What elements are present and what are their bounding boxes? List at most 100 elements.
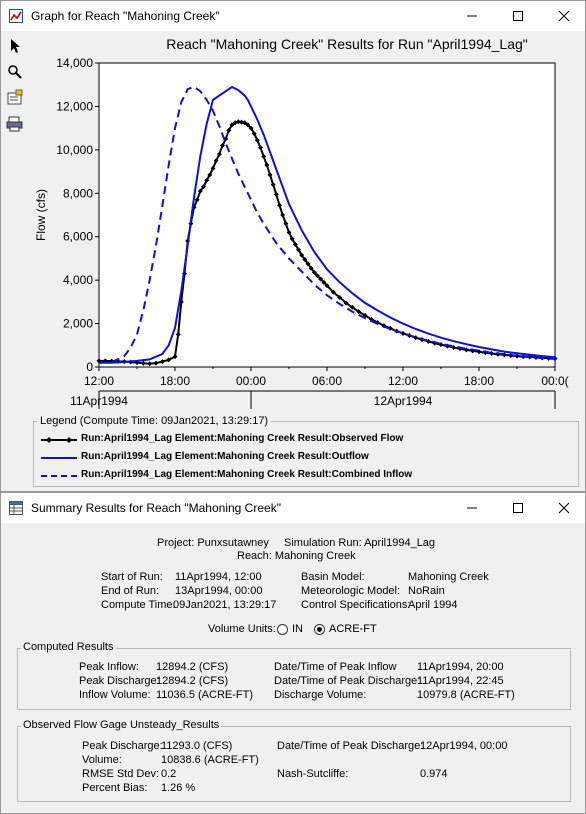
series-line-1 [99,85,556,364]
observed-flow-point [229,122,235,128]
observed-flow-point [207,172,213,178]
zoom-button[interactable] [6,63,24,81]
y-tick-label: 12,000 [56,99,93,113]
volume-units-in-radio[interactable] [277,624,288,635]
observed-flow-point [330,289,336,295]
observed-flow-point [273,191,279,197]
observed-flow-point [318,276,324,282]
observed-flow-point [210,165,216,171]
observed-results-group [17,726,571,802]
rmse-label: RMSE Std Dev: [82,768,160,780]
graph-app-icon [9,9,23,23]
observed-flow-point [239,119,244,125]
series-line-2 [98,85,556,364]
observed-flow-point [299,252,305,258]
observed-flow-point [194,197,200,203]
observed-flow-swatch [41,437,77,443]
obs-dt-peak-label: Date/Time of Peak Discharge: [277,740,424,752]
observed-flow-point [292,241,298,247]
observed-flow-point [261,153,267,159]
observed-flow-point [172,354,178,360]
summary-close-button[interactable] [541,493,586,523]
maximize-icon [513,11,523,21]
computed-results-title: Computed Results [21,641,116,653]
obs-dt-peak-value: 12Apr1994, 00:00 [420,740,508,752]
volume-units-acreft-label[interactable]: ACRE-FT [329,623,377,635]
minimize-button[interactable] [449,1,495,31]
observed-flow-point [308,265,314,271]
date-label: 11Apr1994 [70,394,128,408]
observed-flow-point [166,357,172,363]
volume-units-acreft-radio[interactable] [314,624,325,635]
volume-units-in-label[interactable]: IN [292,623,303,635]
y-tick-label: 4,000 [63,273,93,287]
end-of-run-label: End of Run: [101,585,160,597]
project-label: Project: Punxsutawney [157,537,269,549]
observed-flow-point [283,221,289,227]
plot-area [98,62,556,368]
y-tick-label: 8,000 [63,186,93,200]
observed-flow-point [220,143,225,149]
observed-flow-point [296,247,301,253]
graph-titlebar[interactable]: Graph for Reach "Mahoning Creek" [1,1,585,31]
y-tick-label: 6,000 [63,230,93,244]
y-tick-label: 2,000 [63,317,93,331]
obs-volume-label: Volume: [82,754,122,766]
observed-flow-point [451,344,457,350]
basin-model-label: Basin Model: [301,571,365,583]
legend-label-combined-inflow: Run:April1994_Lag Element:Mahoning Creek… [81,469,413,480]
close-button[interactable] [541,1,586,31]
summary-titlebar[interactable]: Summary Results for Reach "Mahoning Cree… [1,493,585,523]
observed-flow-point [258,145,263,151]
rmse-value: 0.2 [161,768,177,780]
met-model-label: Meteorologic Model: [301,585,401,597]
observed-flow-point [248,125,254,131]
summary-window-title: Summary Results for Reach "Mahoning Cree… [31,501,281,515]
hydrograph-chart[interactable]: Reach "Mahoning Creek" Results for Run "… [27,31,581,415]
obs-volume-value: 10838.6 (ACRE-FT) [161,754,259,766]
minimize-icon [467,15,477,17]
outflow-swatch [41,457,77,459]
percent-bias-value: 1.26 % [161,782,196,794]
combined-inflow-swatch [41,475,77,477]
percent-bias-label: Percent Bias: [82,782,148,794]
dt-peak-inflow-value: 11Apr1994, 20:00 [417,661,504,673]
basin-model-value: Mahoning Creek [408,571,489,583]
observed-flow-point [311,270,317,276]
select-pointer-icon [11,39,20,53]
observed-flow-point [321,279,327,285]
observed-flow-point [153,360,159,366]
nash-sutcliffe-value: 0.974 [420,768,448,780]
observed-flow-point [356,309,362,315]
peak-discharge-label: Peak Discharge: [79,675,160,687]
x-tick-label: 12:00 [84,374,114,388]
observed-flow-point [264,162,270,168]
maximize-icon [513,503,523,513]
observed-flow-point [216,151,222,157]
summary-maximize-button[interactable] [495,493,541,523]
legend-box [33,421,579,487]
observed-flow-point [175,331,181,337]
dt-peak-inflow-label: Date/Time of Peak Inflow [274,661,397,673]
obs-peak-discharge-label: Peak Discharge: [82,740,163,752]
observed-flow-point [245,122,251,128]
x-tick-label: 12:00 [388,374,418,388]
graph-window-title: Graph for Reach "Mahoning Creek" [31,9,220,23]
y-tick-label: 10,000 [56,143,93,157]
observed-flow-point [204,177,210,183]
observed-flow-point [286,229,292,235]
reach-label: Reach: Mahoning Creek [237,550,356,562]
observed-flow-point [368,316,374,322]
observed-flow-point [267,172,273,178]
simulation-run-label: Simulation Run: April1994_Lag [284,537,436,549]
properties-button[interactable] [6,89,24,107]
select-pointer-button[interactable] [6,37,24,55]
zoom-icon [8,65,22,79]
observed-flow-point [159,359,165,365]
volume-units-label: Volume Units: [208,623,276,635]
maximize-button[interactable] [495,1,541,31]
print-button[interactable] [6,115,24,133]
summary-minimize-button[interactable] [449,493,495,523]
observed-flow-point [343,300,349,306]
observed-flow-point [201,184,206,190]
